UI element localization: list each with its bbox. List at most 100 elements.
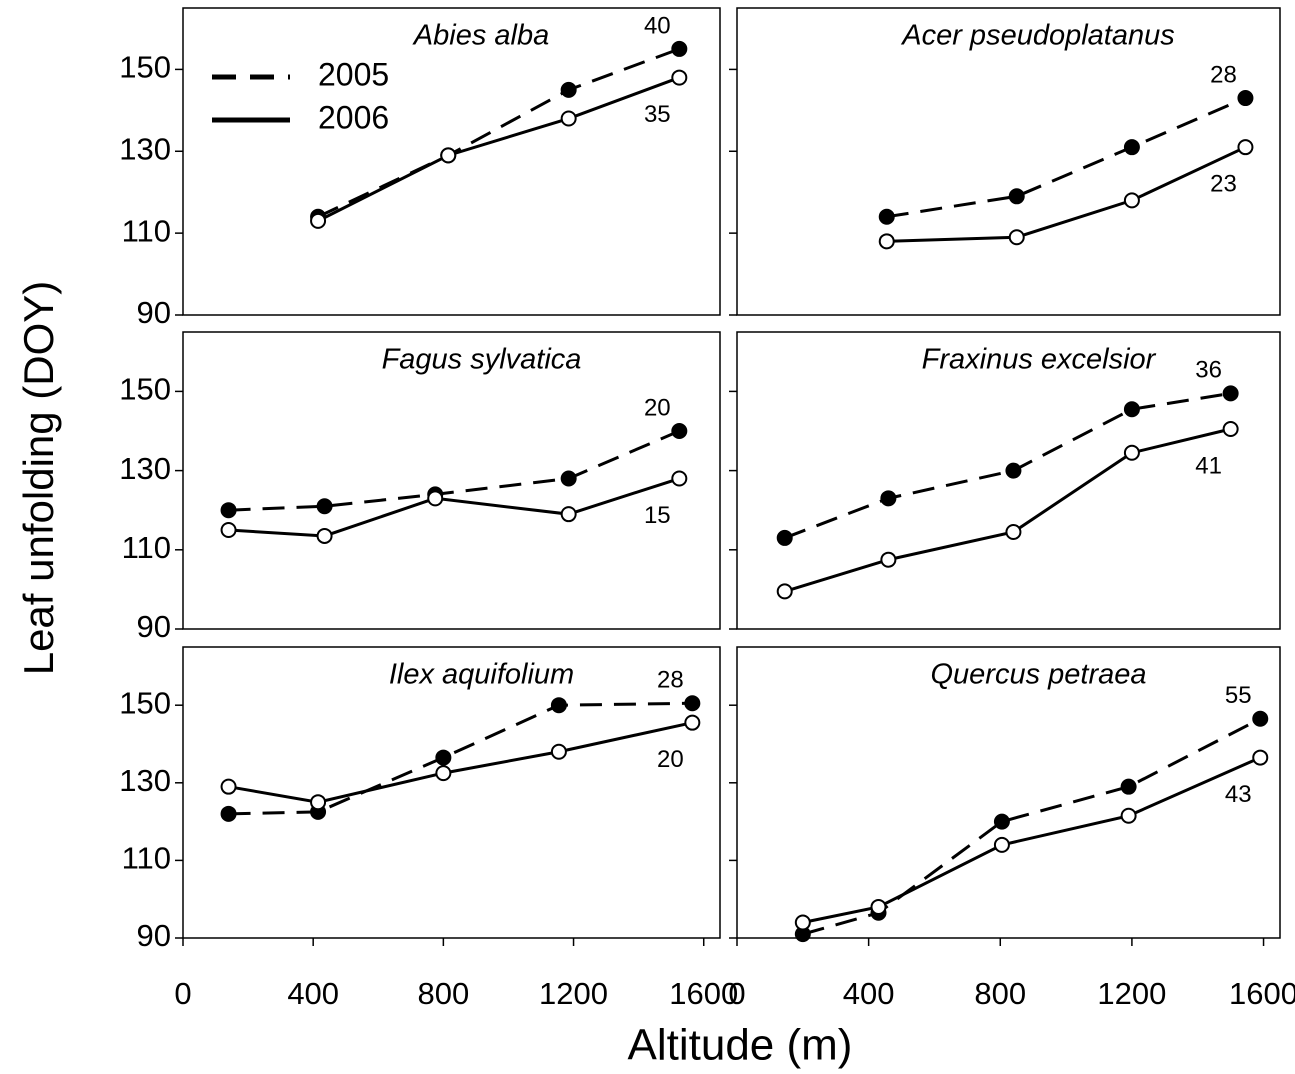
panel-frame [736, 7, 1281, 316]
panel-frame [182, 7, 721, 316]
panel-frame [182, 331, 721, 630]
data-point [870, 898, 887, 915]
x-tick-label: 1600 [1229, 976, 1295, 1011]
y-tick-label: 130 [119, 131, 171, 166]
data-point [220, 502, 237, 519]
series-count-label: 20 [644, 394, 671, 421]
data-point [776, 529, 793, 546]
y-tick-label: 150 [119, 372, 171, 407]
series-count-label: 41 [1195, 452, 1222, 479]
series-count-label: 35 [644, 101, 671, 128]
data-point [316, 527, 333, 544]
panel-frame [736, 331, 1281, 630]
panel-frame [182, 646, 721, 939]
data-point [1222, 421, 1239, 438]
data-point [1005, 523, 1022, 540]
data-point [1123, 444, 1140, 461]
series-count-label: 23 [1210, 171, 1237, 198]
data-point [220, 805, 237, 822]
data-point [560, 81, 577, 98]
data-point [220, 778, 237, 795]
data-point [878, 208, 895, 225]
data-point [671, 69, 688, 86]
y-tick-label: 130 [119, 763, 171, 798]
data-point [880, 490, 897, 507]
series-count-label: 36 [1195, 357, 1222, 384]
x-tick-label: 0 [174, 976, 191, 1011]
data-point [684, 714, 701, 731]
y-tick-label: 90 [137, 918, 171, 953]
x-axis-label: Altitude (m) [628, 1021, 853, 1070]
legend-label: 2006 [318, 99, 389, 135]
series-line [228, 721, 693, 804]
series-line [802, 756, 1261, 924]
y-axis-label: Leaf unfolding (DOY) [15, 281, 62, 676]
x-tick-label: 800 [974, 976, 1026, 1011]
data-point [560, 470, 577, 487]
panel-title: Acer pseudoplatanus [900, 20, 1174, 52]
data-point [550, 743, 567, 760]
panel-title: Abies alba [412, 20, 549, 52]
series-count-label: 43 [1225, 781, 1252, 808]
series-line [317, 76, 680, 223]
data-point [220, 522, 237, 538]
panel-title: Quercus petraea [930, 659, 1146, 691]
data-point [794, 914, 811, 931]
data-point [993, 836, 1010, 853]
data-point [1123, 192, 1140, 209]
data-point [427, 490, 444, 507]
data-point [1120, 807, 1137, 824]
x-tick-label: 400 [287, 976, 339, 1011]
y-tick-label: 90 [137, 295, 171, 330]
series-count-label: 40 [644, 12, 671, 39]
series-count-label: 28 [1210, 61, 1237, 88]
data-point [1252, 710, 1269, 727]
panel-title: Fraxinus excelsior [922, 344, 1157, 376]
y-tick-label: 110 [122, 841, 171, 876]
series-count-label: 28 [657, 667, 684, 694]
data-point [435, 749, 452, 766]
data-point [1120, 778, 1137, 795]
legend-label: 2005 [318, 56, 389, 92]
data-point [1005, 462, 1022, 479]
y-tick-label: 150 [119, 685, 171, 720]
data-point [671, 470, 688, 487]
data-point [671, 423, 688, 439]
y-tick-label: 130 [119, 451, 171, 486]
x-tick-label: 1200 [539, 976, 608, 1011]
data-point [1008, 229, 1025, 246]
series-line [228, 477, 680, 538]
data-point [776, 583, 793, 600]
data-point [1222, 385, 1239, 402]
data-point [1123, 401, 1140, 418]
y-tick-label: 150 [119, 50, 171, 85]
data-point [1237, 90, 1254, 107]
series-line [228, 429, 680, 512]
data-point [684, 695, 701, 712]
series-count-label: 15 [644, 502, 671, 529]
data-point [671, 40, 688, 57]
panel-title: Fagus sylvatica [382, 344, 582, 376]
data-point [435, 765, 452, 782]
y-tick-label: 110 [122, 530, 171, 565]
panel-title: Ilex aquifolium [389, 659, 574, 691]
x-tick-label: 800 [417, 976, 469, 1011]
data-point [310, 794, 327, 811]
series-line [886, 96, 1247, 219]
data-point [1237, 139, 1254, 156]
data-point [878, 233, 895, 250]
x-tick-label: 400 [843, 976, 895, 1011]
x-tick-label: 0 [728, 976, 745, 1011]
data-point [1123, 139, 1140, 156]
data-point [560, 110, 577, 127]
series-line [886, 145, 1247, 243]
series-count-label: 55 [1225, 682, 1252, 709]
data-point [1008, 188, 1025, 205]
data-point [880, 551, 897, 568]
y-tick-label: 90 [137, 609, 171, 644]
data-point [440, 147, 457, 164]
series-line [802, 717, 1261, 936]
data-point [310, 212, 327, 229]
data-point [316, 498, 333, 515]
